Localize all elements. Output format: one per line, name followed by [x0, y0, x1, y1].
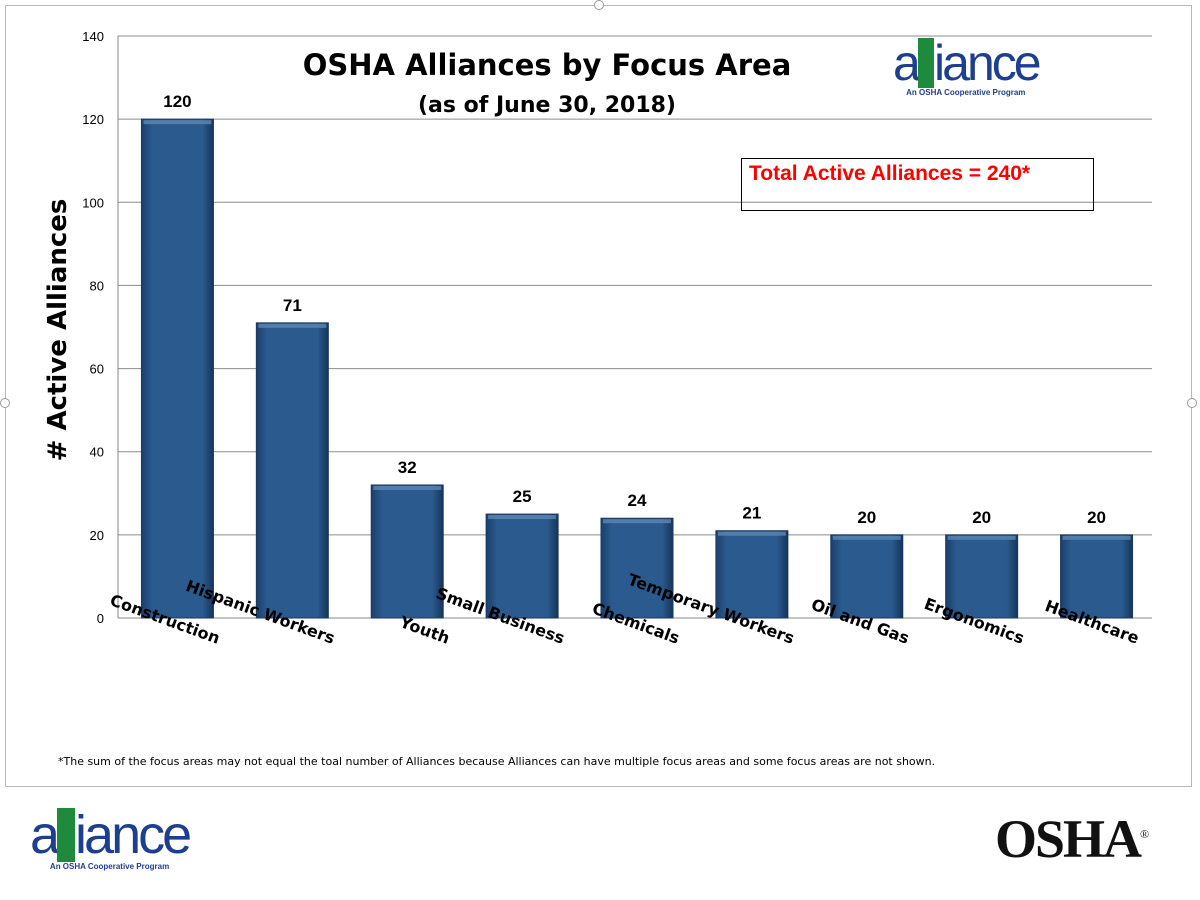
y-tick-label: 60 — [90, 362, 104, 377]
logo-text: iance — [934, 35, 1042, 91]
osha-logo: OSHA® — [995, 808, 1149, 870]
y-tick-label: 100 — [82, 195, 104, 210]
data-label: 120 — [163, 92, 191, 111]
bar — [600, 517, 674, 619]
resize-handle[interactable] — [1187, 398, 1197, 408]
logo-text: a — [893, 35, 921, 91]
logo-tagline: An OSHA Cooperative Program — [49, 862, 170, 871]
bar-highlight — [1062, 535, 1131, 540]
logo-text: ll — [917, 35, 937, 91]
y-tick-label: 0 — [97, 611, 104, 626]
data-label: 24 — [628, 491, 647, 510]
bar — [945, 534, 1019, 619]
y-tick-label: 120 — [82, 112, 104, 127]
logo-text: a — [30, 805, 60, 865]
bar — [1060, 534, 1134, 619]
logo-tagline: An OSHA Cooperative Program — [906, 88, 1026, 97]
data-label: 71 — [283, 296, 302, 315]
logo-text: iance — [75, 805, 192, 865]
bar-highlight — [488, 515, 557, 520]
data-label: 20 — [857, 508, 876, 527]
bar — [830, 534, 904, 619]
y-tick-label: 80 — [90, 278, 104, 293]
y-axis-title: # Active Alliances — [43, 199, 73, 462]
y-tick-label: 20 — [90, 528, 104, 543]
bar-chart: 020406080100120140120Construction71Hispa… — [43, 29, 1152, 648]
bar — [715, 530, 789, 619]
bar-highlight — [373, 485, 442, 490]
y-tick-label: 40 — [90, 445, 104, 460]
bar-highlight — [832, 535, 901, 540]
alliance-logo-bottom: alliance An OSHA Cooperative Program — [30, 805, 192, 871]
chart-title: OSHA Alliances by Focus Area — [303, 48, 792, 82]
resize-handle[interactable] — [0, 398, 10, 408]
bar — [485, 513, 559, 619]
alliance-logo-top: alliance An OSHA Cooperative Program — [893, 35, 1042, 97]
bar — [370, 484, 444, 619]
bar-highlight — [258, 323, 327, 328]
total-annotation: Total Active Alliances = 240* — [749, 162, 1031, 185]
y-tick-label: 140 — [82, 29, 104, 44]
bar — [140, 118, 214, 619]
bar-highlight — [717, 531, 786, 536]
data-label: 20 — [972, 508, 991, 527]
bar-highlight — [143, 120, 212, 125]
bar-highlight — [947, 535, 1016, 540]
resize-handle[interactable] — [594, 0, 604, 10]
osha-logo-text: OSHA — [995, 809, 1142, 869]
total-annotation-box: Total Active Alliances = 240* — [741, 158, 1094, 211]
data-label: 21 — [742, 504, 761, 523]
bar — [255, 322, 329, 619]
footnote: *The sum of the focus areas may not equa… — [58, 755, 936, 768]
chart-subtitle: (as of June 30, 2018) — [418, 93, 676, 118]
logo-text: ll — [57, 805, 78, 865]
data-label: 20 — [1087, 508, 1106, 527]
bar-highlight — [603, 519, 671, 524]
registered-mark: ® — [1140, 827, 1149, 841]
data-label: 32 — [398, 458, 417, 477]
data-label: 25 — [513, 487, 532, 506]
